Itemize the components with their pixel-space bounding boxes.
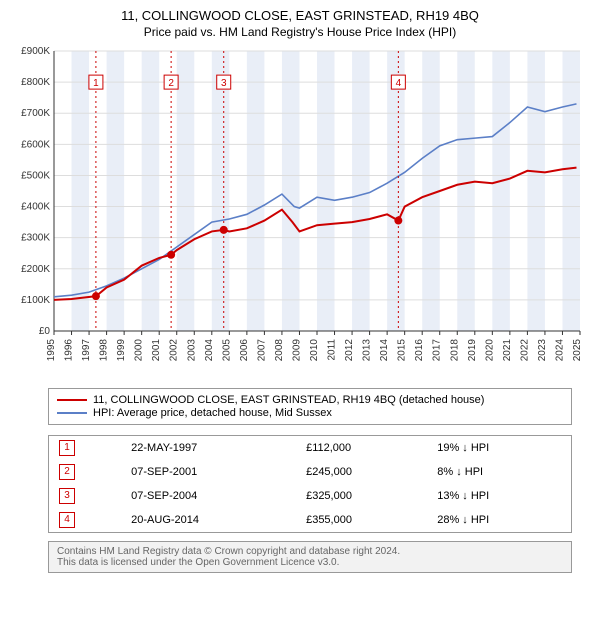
svg-text:2018: 2018: [449, 339, 460, 362]
sale-delta: 8% ↓ HPI: [427, 460, 571, 484]
svg-text:2003: 2003: [186, 339, 197, 362]
svg-text:£700K: £700K: [21, 108, 50, 119]
svg-text:1: 1: [93, 78, 99, 89]
legend-label-property: 11, COLLINGWOOD CLOSE, EAST GRINSTEAD, R…: [93, 394, 484, 406]
svg-text:2019: 2019: [467, 339, 478, 362]
svg-text:2002: 2002: [169, 339, 180, 362]
svg-text:2006: 2006: [239, 339, 250, 362]
svg-text:1996: 1996: [64, 339, 75, 362]
svg-text:2004: 2004: [204, 339, 215, 362]
svg-text:2014: 2014: [379, 339, 390, 362]
svg-text:£900K: £900K: [21, 46, 50, 57]
svg-text:£0: £0: [39, 326, 51, 337]
table-row: 1 22-MAY-1997£112,00019% ↓ HPI: [49, 436, 572, 461]
footer: Contains HM Land Registry data © Crown c…: [48, 541, 572, 573]
footer-line2: This data is licensed under the Open Gov…: [57, 557, 563, 568]
svg-text:£500K: £500K: [21, 170, 50, 181]
svg-text:2007: 2007: [256, 339, 267, 362]
legend-line-property: [57, 399, 87, 401]
svg-text:£400K: £400K: [21, 202, 50, 213]
sale-date: 20-AUG-2014: [121, 508, 296, 533]
price-chart: £0 £100K £200K £300K £400K £500K £600K £700K £80…: [8, 45, 592, 375]
svg-text:2010: 2010: [309, 339, 320, 362]
svg-text:2024: 2024: [554, 339, 565, 362]
svg-text:2011: 2011: [327, 339, 338, 361]
sale-date: 07-SEP-2004: [121, 484, 296, 508]
svg-text:2: 2: [168, 78, 174, 89]
table-row: 3 07-SEP-2004£325,00013% ↓ HPI: [49, 484, 572, 508]
svg-text:2013: 2013: [362, 339, 373, 362]
footer-line1: Contains HM Land Registry data © Crown c…: [57, 546, 563, 557]
svg-text:2021: 2021: [502, 339, 513, 362]
svg-text:2000: 2000: [134, 339, 145, 362]
svg-text:£600K: £600K: [21, 139, 50, 150]
svg-text:2025: 2025: [572, 339, 583, 362]
svg-text:2017: 2017: [432, 339, 443, 362]
svg-text:£100K: £100K: [21, 295, 50, 306]
svg-text:2016: 2016: [414, 339, 425, 362]
page-title: 11, COLLINGWOOD CLOSE, EAST GRINSTEAD, R…: [8, 8, 592, 23]
svg-text:1998: 1998: [99, 339, 110, 362]
svg-text:2023: 2023: [537, 339, 548, 362]
svg-text:£200K: £200K: [21, 264, 50, 275]
legend-row-hpi: HPI: Average price, detached house, Mid …: [57, 407, 563, 419]
svg-text:4: 4: [396, 78, 402, 89]
legend-label-hpi: HPI: Average price, detached house, Mid …: [93, 407, 332, 419]
sale-marker-icon: 3: [59, 488, 75, 504]
svg-text:2005: 2005: [221, 339, 232, 362]
svg-text:3: 3: [221, 78, 227, 89]
sale-marker-icon: 4: [59, 512, 75, 528]
svg-text:£300K: £300K: [21, 233, 50, 244]
sale-marker-icon: 2: [59, 464, 75, 480]
svg-text:2008: 2008: [274, 339, 285, 362]
sale-table: 1 22-MAY-1997£112,00019% ↓ HPI 2 07-SEP-200…: [48, 435, 572, 533]
chart-container: £0 £100K £200K £300K £400K £500K £600K £700K £80…: [8, 45, 592, 380]
svg-text:1999: 1999: [116, 339, 127, 362]
sale-price: £355,000: [296, 508, 427, 533]
legend-line-hpi: [57, 412, 87, 414]
table-row: 2 07-SEP-2001£245,0008% ↓ HPI: [49, 460, 572, 484]
legend-row-property: 11, COLLINGWOOD CLOSE, EAST GRINSTEAD, R…: [57, 394, 563, 406]
svg-text:1997: 1997: [81, 339, 92, 362]
sale-delta: 13% ↓ HPI: [427, 484, 571, 508]
table-row: 4 20-AUG-2014£355,00028% ↓ HPI: [49, 508, 572, 533]
sale-price: £245,000: [296, 460, 427, 484]
svg-text:2009: 2009: [291, 339, 302, 362]
svg-text:£800K: £800K: [21, 77, 50, 88]
svg-text:2022: 2022: [519, 339, 530, 362]
page-subtitle: Price paid vs. HM Land Registry's House …: [8, 25, 592, 39]
legend: 11, COLLINGWOOD CLOSE, EAST GRINSTEAD, R…: [48, 388, 572, 425]
sale-price: £112,000: [296, 436, 427, 461]
svg-text:2015: 2015: [397, 339, 408, 362]
sale-price: £325,000: [296, 484, 427, 508]
sale-delta: 19% ↓ HPI: [427, 436, 571, 461]
svg-text:1995: 1995: [46, 339, 57, 362]
sale-marker-icon: 1: [59, 440, 75, 456]
svg-text:2012: 2012: [344, 339, 355, 362]
sale-date: 22-MAY-1997: [121, 436, 296, 461]
svg-text:2001: 2001: [151, 339, 162, 362]
sale-date: 07-SEP-2001: [121, 460, 296, 484]
sale-delta: 28% ↓ HPI: [427, 508, 571, 533]
svg-text:2020: 2020: [484, 339, 495, 362]
